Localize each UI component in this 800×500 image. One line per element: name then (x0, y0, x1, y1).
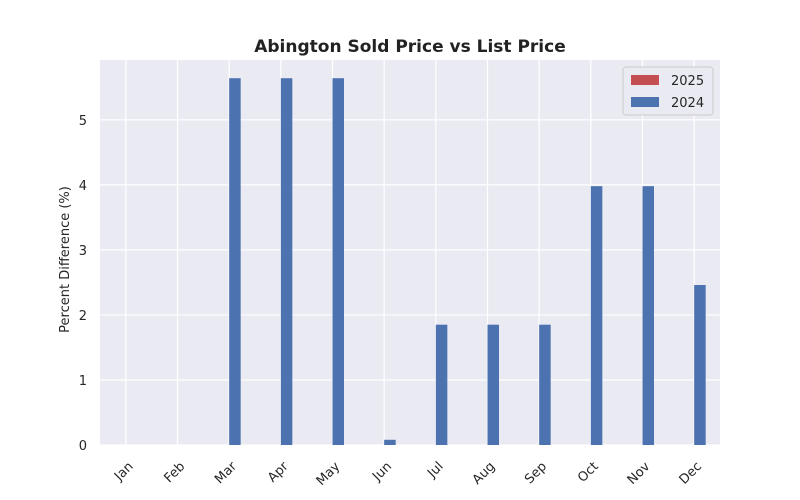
x-tick-label: Nov (625, 459, 654, 488)
y-axis-ticks: 0 1 2 3 4 5 (79, 114, 87, 454)
bar-2024-jul (435, 324, 448, 445)
chart-title: Abington Sold Price vs List Price (254, 37, 566, 57)
bar-2024-aug (487, 324, 499, 445)
x-tick-label: Aug (470, 459, 499, 488)
bar-2024-may (332, 78, 344, 445)
legend-swatch-2025 (631, 75, 659, 85)
bar-2024-apr (280, 78, 293, 445)
x-tick-label: May (314, 459, 344, 489)
legend: 2025 2024 (622, 66, 714, 116)
y-tick-label: 5 (79, 114, 87, 129)
x-tick-label: Oct (575, 459, 602, 486)
x-tick-label: Mar (212, 459, 240, 487)
x-tick-label: Sep (522, 459, 550, 487)
bar-2024-mar (229, 78, 241, 445)
x-tick-label: Jun (369, 459, 395, 485)
x-tick-label: Jul (424, 459, 446, 481)
y-tick-label: 3 (79, 244, 87, 259)
y-tick-label: 0 (79, 439, 87, 454)
legend-label-2024: 2024 (671, 96, 704, 111)
y-tick-label: 2 (79, 309, 87, 324)
x-axis-ticks: Jan Feb Mar Apr May Jun Jul Aug Sep Oct Nov Dec (111, 459, 705, 489)
bar-2024-sep (539, 324, 551, 445)
bars (229, 78, 706, 446)
x-tick-label: Jan (111, 459, 136, 484)
y-tick-label: 1 (79, 374, 87, 389)
bar-2024-oct (590, 186, 603, 446)
x-tick-label: Feb (161, 459, 188, 486)
bar-2024-jun (384, 439, 396, 445)
bar-2024-dec (694, 285, 706, 445)
legend-swatch-2024 (631, 97, 659, 107)
x-tick-label: Apr (265, 459, 292, 486)
y-axis-label: Percent Difference (%) (58, 186, 73, 333)
plot-area (100, 60, 720, 445)
x-tick-label: Dec (677, 459, 705, 487)
bar-2024-nov (642, 186, 654, 446)
legend-label-2025: 2025 (671, 74, 704, 89)
y-tick-label: 4 (79, 179, 87, 194)
